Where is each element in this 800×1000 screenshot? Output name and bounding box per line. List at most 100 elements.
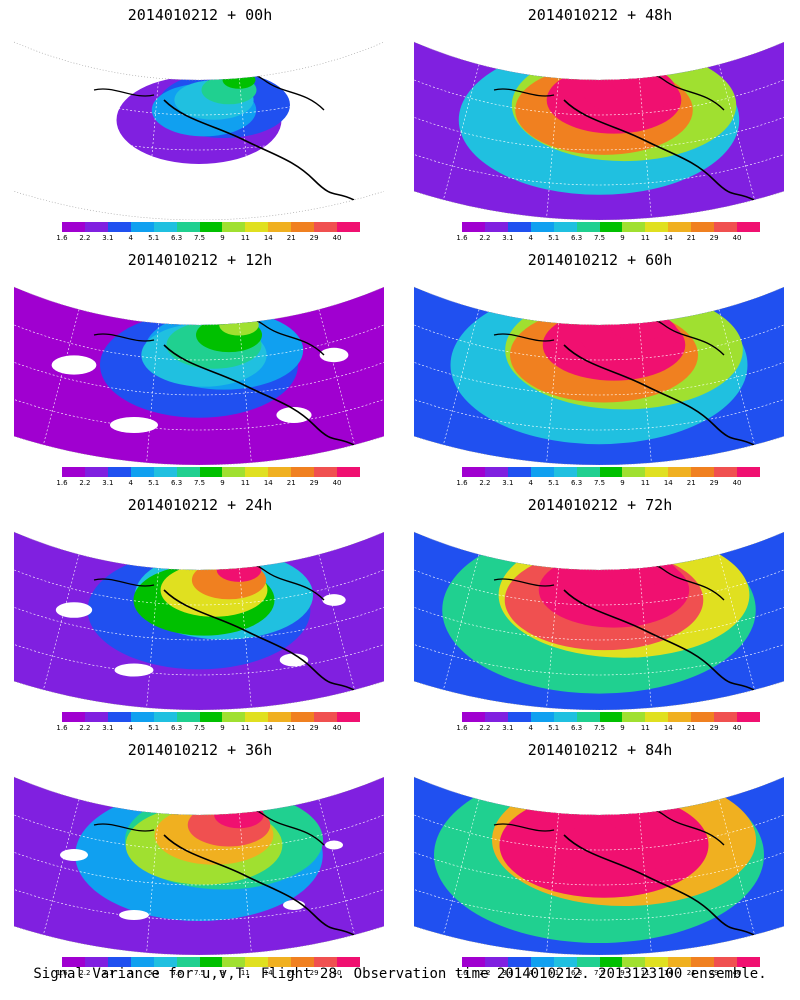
colorbar-tick-label: 40 (332, 479, 342, 487)
colorbar-swatch (553, 712, 577, 722)
colorbar-tick-label: 21 (686, 969, 696, 977)
colorbar-swatch (337, 712, 360, 722)
colorbar-tick-label: 40 (732, 724, 742, 732)
colorbar-swatch (337, 957, 360, 967)
colorbar-swatch (484, 467, 508, 477)
colorbar-tick-label: 2.2 (79, 969, 91, 977)
colorbar-tick-label: 11 (240, 969, 250, 977)
colorbar-tick-label: 5.1 (548, 479, 560, 487)
colorbar-swatch (668, 957, 692, 967)
colorbar-tick-label: 21 (286, 969, 296, 977)
variance-map (14, 772, 384, 955)
colorbar-tick-label: 3.1 (102, 969, 114, 977)
colorbar-tick-label: 1.6 (56, 969, 68, 977)
colorbar-tick-label: 21 (286, 479, 296, 487)
colorbar-swatch (645, 467, 669, 477)
colorbar-tick-label: 11 (240, 234, 250, 242)
colorbar-swatch (622, 467, 646, 477)
colorbar-swatch (268, 957, 292, 967)
colorbar-tick-label: 6.3 (171, 969, 183, 977)
colorbar-labels: 1.6 2.2 3.1 4 5.1 6.3 7.5 9 11 14 21 29 40 (456, 969, 760, 979)
figure-caption: Signal Variance for u,v,T. Flight 28. Ob… (33, 966, 767, 982)
colorbar-swatch (599, 712, 623, 722)
colorbar-swatch (314, 957, 338, 967)
colorbar (62, 712, 360, 722)
colorbar-swatch (691, 467, 715, 477)
colorbar-swatch (199, 957, 223, 967)
panel-title: 2014010212 + 36h (127, 741, 273, 759)
colorbar (462, 222, 760, 232)
colorbar-swatch (622, 222, 646, 232)
colorbar-swatch (714, 957, 738, 967)
colorbar-swatch (714, 467, 738, 477)
colorbar-tick-label: 3.1 (502, 724, 514, 732)
colorbar-swatch (130, 222, 154, 232)
colorbar-swatch (462, 467, 485, 477)
colorbar-swatch (176, 222, 200, 232)
colorbar-tick-label: 3.1 (102, 234, 114, 242)
colorbar-swatch (245, 222, 269, 232)
colorbar-labels: 1.6 2.2 3.1 4 5.1 6.3 7.5 9 11 14 21 29 40 (56, 969, 360, 979)
colorbar-tick-label: 29 (709, 969, 719, 977)
colorbar-swatch (62, 222, 85, 232)
colorbar-tick-label: 11 (640, 479, 650, 487)
colorbar-swatch (107, 957, 131, 967)
colorbar-swatch (576, 467, 600, 477)
colorbar-swatch (107, 712, 131, 722)
colorbar-tick-label: 2.2 (479, 724, 491, 732)
colorbar-swatch (530, 467, 554, 477)
variance-map (414, 282, 784, 465)
colorbar-tick-label: 4 (528, 234, 533, 242)
colorbar-swatch (668, 712, 692, 722)
colorbar-swatch (314, 467, 338, 477)
colorbar-tick-label: 7.5 (193, 234, 206, 242)
colorbar-tick-label: 14 (663, 479, 673, 487)
colorbar-tick-label: 5.1 (148, 479, 160, 487)
colorbar-swatch (176, 467, 200, 477)
panel-title: 2014010212 + 72h (527, 496, 673, 514)
colorbar-swatch (530, 712, 554, 722)
colorbar (462, 467, 760, 477)
colorbar-swatch (314, 222, 338, 232)
forecast-panel: 2014010212 + 48h 1.6 2.2 3.1 4 5.1 6.3 7.5 9 11 14… (400, 0, 800, 245)
forecast-panel: 2014010212 + 84h 1.6 2.2 3.1 4 5.1 6.3 7.5 9 11 14… (400, 735, 800, 980)
colorbar-swatch (622, 712, 646, 722)
colorbar-swatch (668, 222, 692, 232)
variance-map (414, 772, 784, 955)
colorbar-swatch (291, 712, 315, 722)
panel-title: 2014010212 + 48h (527, 6, 673, 24)
colorbar-swatch (84, 467, 108, 477)
colorbar-swatch (737, 222, 760, 232)
colorbar-labels: 1.6 2.2 3.1 4 5.1 6.3 7.5 9 11 14 21 29 40 (456, 234, 760, 244)
colorbar (62, 222, 360, 232)
colorbar-tick-label: 6.3 (571, 479, 583, 487)
colorbar-tick-label: 14 (263, 234, 273, 242)
colorbar-swatch (576, 222, 600, 232)
colorbar-swatch (484, 712, 508, 722)
colorbar-swatch (199, 712, 223, 722)
colorbar-labels: 1.6 2.2 3.1 4 5.1 6.3 7.5 9 11 14 21 29 40 (56, 724, 360, 734)
colorbar-tick-label: 29 (309, 969, 319, 977)
colorbar-tick-label: 7.5 (593, 969, 606, 977)
colorbar-tick-label: 1.6 (456, 479, 468, 487)
colorbar-tick-label: 1.6 (456, 969, 468, 977)
variance-map (414, 527, 784, 710)
colorbar-tick-label: 1.6 (56, 479, 68, 487)
colorbar-swatch (599, 467, 623, 477)
forecast-panel: 2014010212 + 12h 1.6 2.2 3.1 4 5.1 6.3 7.5 9 11 14… (0, 245, 400, 490)
colorbar-tick-label: 5.1 (548, 969, 560, 977)
colorbar (62, 957, 360, 967)
colorbar-tick-label: 5.1 (148, 969, 160, 977)
colorbar-tick-label: 2.2 (479, 234, 491, 242)
colorbar-tick-label: 40 (332, 724, 342, 732)
colorbar-tick-label: 29 (709, 234, 719, 242)
colorbar-swatch (507, 957, 531, 967)
colorbar (62, 467, 360, 477)
colorbar-swatch (737, 957, 760, 967)
colorbar-tick-label: 4 (528, 479, 533, 487)
colorbar-swatch (530, 222, 554, 232)
colorbar-swatch (153, 712, 177, 722)
colorbar-swatch (576, 957, 600, 967)
colorbar-tick-label: 9 (620, 724, 625, 732)
colorbar-swatch (553, 467, 577, 477)
